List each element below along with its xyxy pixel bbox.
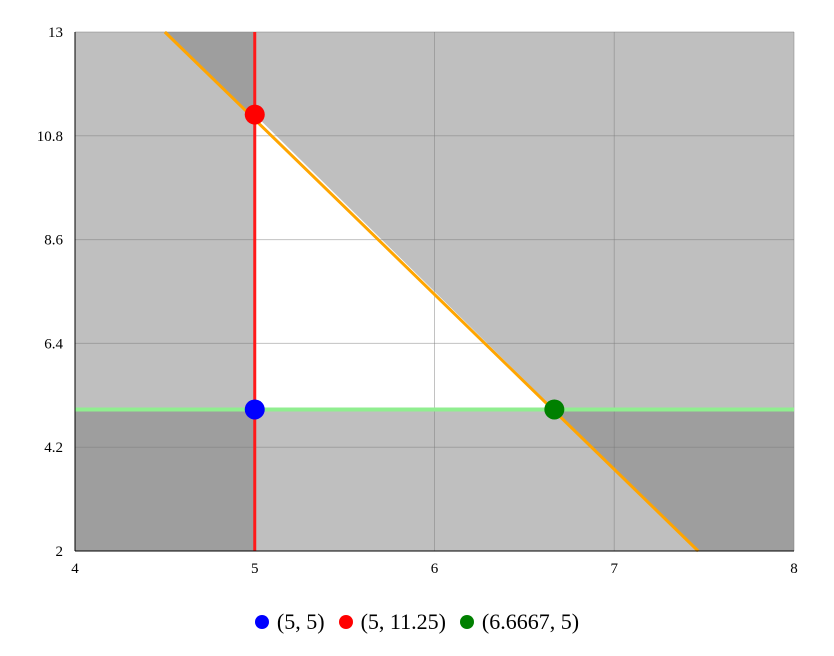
y-tick-label: 2 (56, 544, 64, 560)
point-marker (244, 399, 265, 420)
shade-bottom-right (552, 409, 794, 551)
legend-item: (5, 5) (254, 609, 325, 635)
legend-label: (5, 5) (276, 609, 325, 634)
x-tick-label: 7 (611, 561, 619, 577)
legend-item: (6.6667, 5) (459, 609, 580, 635)
x-tick-label: 8 (790, 561, 798, 577)
axes: 4 5 6 7 8 2 4.2 6.4 8.6 10.8 13 (37, 25, 798, 577)
legend-marker (254, 615, 269, 629)
legend-marker (338, 615, 353, 629)
legend-label: (5, 11.25) (360, 609, 446, 634)
feasible-region (254, 114, 555, 410)
legend-label: (6.6667, 5) (481, 609, 580, 634)
legend-item: (5, 11.25) (338, 609, 446, 635)
y-tick-label: 8.6 (44, 233, 63, 249)
point-marker (544, 399, 565, 420)
x-tick-label: 5 (251, 561, 259, 577)
y-tick-label: 10.8 (37, 129, 63, 145)
chart: 4 5 6 7 8 2 4.2 6.4 8.6 10.8 13 (37, 25, 798, 577)
point-marker (244, 104, 265, 125)
points (244, 104, 565, 420)
legend-marker (459, 615, 474, 629)
y-tick-label: 4.2 (44, 440, 63, 456)
x-tick-label: 4 (71, 561, 79, 577)
y-tick-label: 13 (48, 25, 63, 41)
x-tick-label: 6 (431, 561, 439, 577)
legend: (5, 5) (5, 11.25) (6.6667, 5) (0, 602, 834, 642)
y-tick-label: 6.4 (44, 336, 63, 352)
shade-bottom-left (75, 409, 255, 551)
